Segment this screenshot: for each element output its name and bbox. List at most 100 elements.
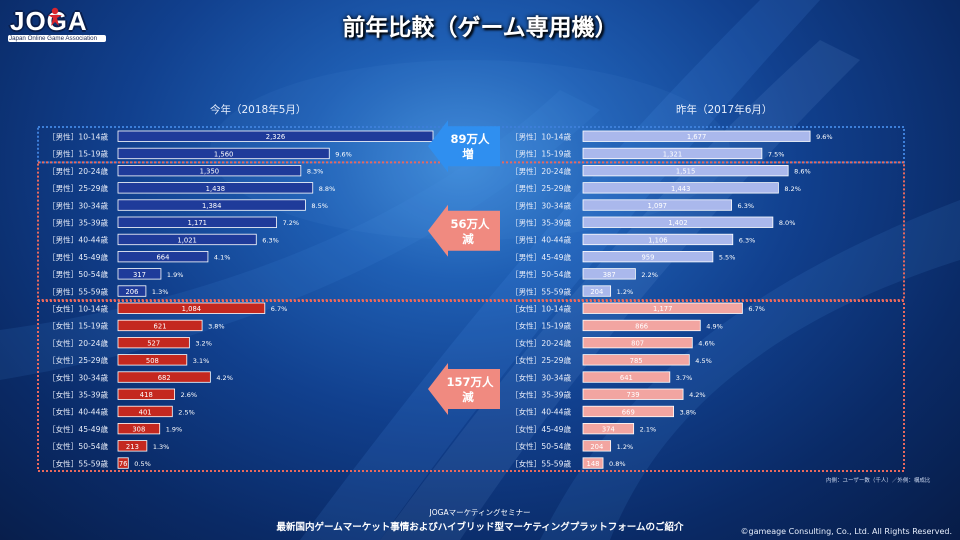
logo-subtitle: Japan Online Game Association [8,35,106,42]
bar-current-male-0 [117,130,434,142]
value-label-prev-female-6: 669 [622,408,635,416]
share-label-current-male-6: 6.3% [262,236,279,244]
share-label-prev-female-4: 3.7% [676,374,693,382]
category-label-prev-male-2: ［男性］20-24歳 [511,166,571,176]
category-label-prev-female-1: ［女性］15-19歳 [511,321,571,331]
value-label-current-male-8: 317 [133,271,146,279]
bar-prev-female-2 [582,336,693,349]
share-label-current-female-5: 2.6% [181,391,198,399]
bar-prev-male-3 [582,182,779,194]
value-label-current-female-1: 621 [154,322,167,330]
share-label-prev-male-9: 1.2% [617,288,634,296]
share-label-current-female-9: 0.5% [134,460,151,468]
bar-current-male-4 [117,199,306,211]
bar-prev-male-4 [582,199,732,211]
value-label-current-female-5: 418 [140,391,153,399]
callout-direction-2: 減 [462,390,474,404]
bar-prev-female-3 [582,354,690,366]
bar-prev-female-8 [582,440,612,452]
bar-prev-male-5 [582,216,774,228]
category-label-prev-female-4: ［女性］30-34歳 [511,372,571,382]
category-label-prev-male-3: ［男性］25-29歳 [511,183,571,193]
share-label-prev-male-4: 6.3% [738,202,755,210]
category-label-prev-male-5: ［男性］35-39歳 [511,218,571,228]
bar-prev-female-0 [582,302,743,314]
value-label-current-female-8: 213 [126,443,139,451]
category-label-prev-female-2: ［女性］20-24歳 [511,338,571,348]
category-label-prev-male-0: ［男性］10-14歳 [511,132,571,142]
bar-current-male-5 [117,216,277,228]
bar-current-male-9 [117,285,147,297]
category-label-current-female-6: ［女性］40-44歳 [48,407,108,417]
value-label-current-female-4: 682 [158,374,171,382]
bar-current-male-8 [117,268,162,280]
share-label-prev-male-5: 8.0% [779,219,796,227]
share-label-prev-male-1: 7.5% [768,150,785,158]
category-label-prev-male-8: ［男性］50-54歳 [511,269,571,279]
category-label-prev-female-5: ［女性］35-39歳 [511,390,571,400]
share-label-current-male-5: 7.2% [283,219,300,227]
share-label-prev-male-8: 2.2% [641,271,658,279]
value-label-prev-female-0: 1,177 [653,305,672,313]
category-label-current-male-3: ［男性］25-29歳 [48,183,108,193]
bar-current-female-2 [117,336,190,349]
callout-arrow-female-decrease [428,363,500,415]
share-label-prev-female-2: 4.6% [698,340,715,348]
bar-current-male-1 [117,147,330,160]
value-label-prev-female-4: 641 [620,374,633,382]
value-label-prev-male-1: 1,321 [663,150,682,158]
category-label-prev-male-4: ［男性］30-34歳 [511,200,571,210]
share-label-current-male-1: 9.6% [335,150,352,158]
joga-logo: JOGA Japan Online Game Association [4,4,106,44]
value-label-current-male-0: 2,326 [266,133,285,141]
value-label-prev-male-0: 1,677 [687,133,706,141]
page-title: 前年比較（ゲーム専用機） [342,15,618,41]
bar-current-male-3 [117,182,314,194]
value-label-current-male-3: 1,438 [206,185,225,193]
bar-current-male-7 [117,250,209,263]
share-label-prev-female-6: 3.8% [680,408,697,416]
bar-prev-female-9 [582,457,604,469]
logo-person-icon [48,7,62,26]
share-label-current-male-2: 8.3% [307,168,324,176]
value-label-prev-female-8: 204 [590,443,603,451]
bar-current-female-6 [117,405,173,418]
bar-prev-male-2 [582,164,789,177]
callout-arrow-male-decrease [428,204,500,257]
bar-prev-male-0 [582,130,811,142]
value-label-current-male-7: 664 [156,254,169,262]
share-label-prev-female-1: 4.9% [706,322,723,330]
share-label-prev-female-5: 4.2% [689,391,706,399]
bar-prev-male-7 [582,250,714,263]
category-label-prev-female-6: ［女性］40-44歳 [511,407,571,417]
category-label-prev-female-3: ［女性］25-29歳 [511,355,571,365]
chart-footnote: 内側：ユーザー数（千人）／外側：構成比 [826,478,931,484]
callout-direction-0: 増 [462,147,474,161]
share-label-current-female-7: 1.9% [166,426,183,434]
bar-prev-male-8 [582,268,636,280]
category-label-prev-male-1: ［男性］15-19歳 [511,149,571,159]
share-label-prev-female-3: 4.5% [695,357,712,365]
bar-prev-female-6 [582,405,674,418]
value-label-current-female-0: 1,084 [182,305,201,313]
value-label-prev-male-5: 1,402 [668,219,687,227]
value-label-current-male-1: 1,560 [214,150,233,158]
share-label-current-male-9: 1.3% [152,288,169,296]
category-label-current-female-4: ［女性］30-34歳 [48,372,108,382]
share-label-current-female-3: 3.1% [193,357,210,365]
value-label-prev-male-6: 1,106 [648,236,667,244]
category-label-prev-male-9: ［男性］55-59歳 [511,286,571,296]
category-label-prev-female-0: ［女性］10-14歳 [511,304,571,314]
bar-prev-male-9 [582,285,612,297]
category-label-current-female-2: ［女性］20-24歳 [48,338,108,348]
category-label-current-male-8: ［男性］50-54歳 [48,269,108,279]
value-label-current-male-6: 1,021 [177,236,196,244]
value-label-current-male-5: 1,171 [188,219,207,227]
share-label-prev-female-8: 1.2% [617,443,634,451]
category-label-current-male-6: ［男性］40-44歳 [48,235,108,245]
value-label-current-female-2: 527 [147,340,160,348]
category-label-current-male-9: ［男性］55-59歳 [48,286,108,296]
category-label-prev-female-8: ［女性］50-54歳 [511,441,571,451]
bar-prev-male-6 [582,233,734,246]
value-label-current-male-4: 1,384 [202,202,221,210]
